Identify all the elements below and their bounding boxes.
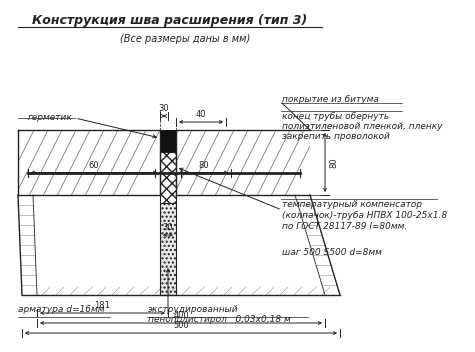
Text: 40: 40	[196, 110, 206, 119]
Text: закрепить проволокой: закрепить проволокой	[282, 132, 390, 141]
Text: полиэтиленовой пленкой, пленку: полиэтиленовой пленкой, пленку	[282, 122, 443, 131]
Text: 30: 30	[162, 223, 173, 232]
Bar	[160, 130, 176, 152]
Bar	[160, 203, 176, 295]
Bar	[160, 152, 176, 203]
Text: 30: 30	[159, 104, 169, 113]
Text: 60: 60	[89, 161, 99, 170]
Text: арматура d=16мм: арматура d=16мм	[18, 305, 104, 314]
Text: температурный компенсатор: температурный компенсатор	[282, 200, 422, 209]
Text: покрытие из битума: покрытие из битума	[282, 95, 379, 105]
Text: герметик: герметик	[27, 113, 72, 122]
Text: шаг 500 S500 d=8мм: шаг 500 S500 d=8мм	[282, 248, 382, 257]
Text: пенополистирол   0,03х0,18 м: пенополистирол 0,03х0,18 м	[148, 315, 291, 324]
Text: Конструкция шва расширения (тип 3): Конструкция шва расширения (тип 3)	[32, 14, 308, 27]
Text: (колпачок)-труба НПВХ 100-25х1.8: (колпачок)-труба НПВХ 100-25х1.8	[282, 211, 447, 220]
Text: 80: 80	[329, 157, 338, 168]
Text: 181: 181	[95, 301, 110, 310]
Text: 400: 400	[173, 311, 189, 320]
Text: по ГОСТ 28117-89 l=80мм.: по ГОСТ 28117-89 l=80мм.	[282, 222, 407, 231]
Text: (Все размеры даны в мм): (Все размеры даны в мм)	[120, 34, 250, 44]
Text: экструдированный: экструдированный	[148, 305, 238, 314]
Text: конец трубы обернуть: конец трубы обернуть	[282, 112, 389, 121]
Text: 80: 80	[198, 161, 209, 170]
Text: 500: 500	[173, 321, 189, 330]
